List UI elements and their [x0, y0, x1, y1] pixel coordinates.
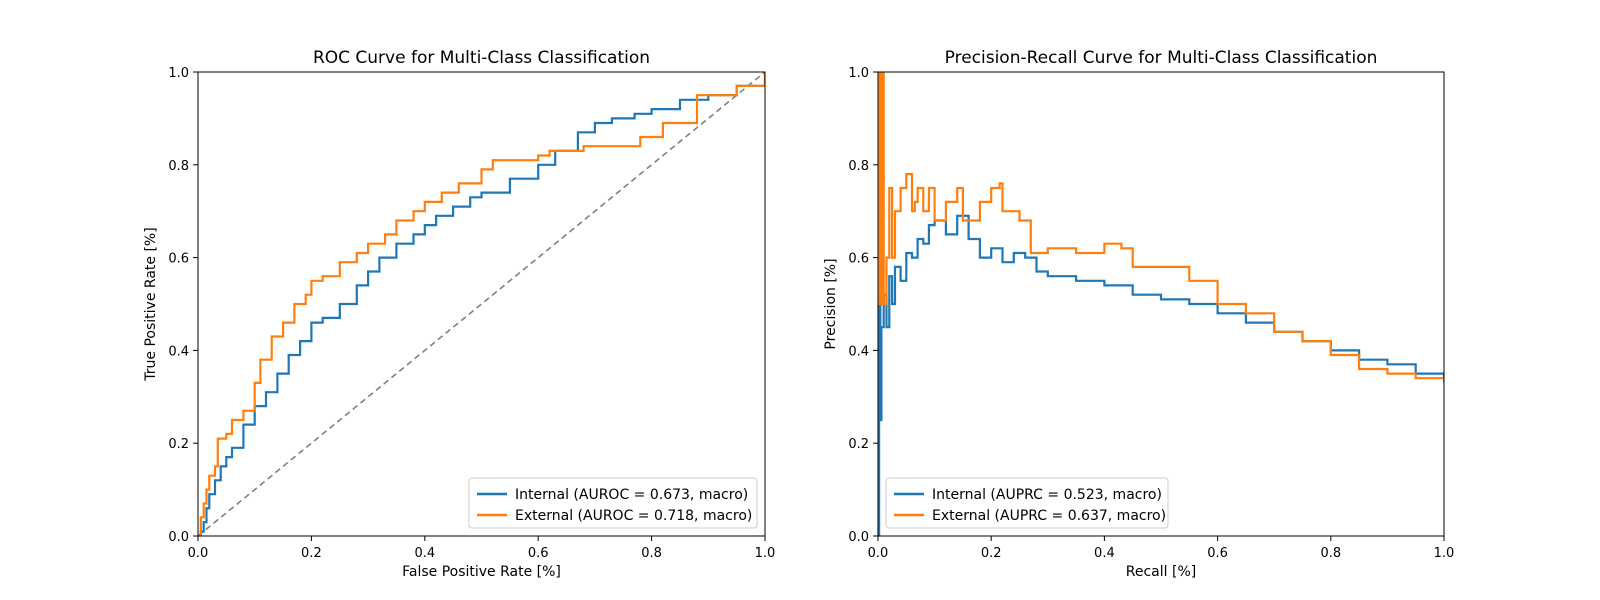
pr-x-tick-label: 0.8	[1320, 546, 1341, 561]
roc-x-axis-label: False Positive Rate [%]	[402, 564, 561, 580]
roc-legend-label-1: External (AUROC = 0.718, macro)	[515, 508, 752, 524]
pr-y-axis-label: Precision [%]	[823, 258, 839, 349]
roc-y-tick-label: 0.6	[168, 252, 189, 267]
pr-legend: Internal (AUPRC = 0.523, macro) External …	[885, 477, 1169, 529]
roc-chance-line	[197, 71, 766, 537]
roc-x-tick-label: 0.8	[641, 546, 662, 561]
roc-x-tick-label: 0.0	[188, 546, 209, 561]
pr-y-tick-label: 0.6	[848, 252, 869, 267]
roc-y-tick-label: 0.2	[168, 437, 189, 452]
roc-y-tick-label: 0.4	[168, 344, 189, 359]
roc-x-tick-label: 1.0	[755, 546, 776, 561]
roc-series-line-0	[198, 72, 765, 536]
pr-y-tick-label: 0.0	[848, 530, 869, 545]
roc-x-tick-label: 0.4	[414, 546, 435, 561]
roc-series-line-1	[198, 72, 765, 536]
pr-x-tick-label: 1.0	[1434, 546, 1455, 561]
pr-y-tick-label: 0.4	[848, 344, 869, 359]
pr-chart-panel: Precision-Recall Curve for Multi-Class C…	[823, 48, 1454, 580]
roc-x-tick-label: 0.6	[528, 546, 549, 561]
pr-x-axis-label: Recall [%]	[1126, 564, 1196, 580]
roc-plot-frame	[197, 71, 766, 537]
pr-x-tick-label: 0.0	[868, 546, 889, 561]
pr-y-tick-label: 0.8	[848, 159, 869, 174]
roc-chart-title: ROC Curve for Multi-Class Classification	[313, 48, 650, 68]
pr-y-tick-label: 1.0	[848, 66, 869, 81]
roc-x-tick-label: 0.2	[301, 546, 322, 561]
pr-plot-frame	[877, 71, 1445, 537]
pr-legend-label-1: External (AUPRC = 0.637, macro)	[932, 508, 1166, 524]
roc-chart-panel: ROC Curve for Multi-Class Classification…	[143, 48, 775, 580]
pr-legend-box	[885, 477, 1169, 529]
roc-y-tick-label: 0.8	[168, 159, 189, 174]
pr-y-tick-label: 0.2	[848, 437, 869, 452]
pr-legend-label-0: Internal (AUPRC = 0.523, macro)	[932, 487, 1162, 503]
pr-x-tick-label: 0.4	[1094, 546, 1115, 561]
roc-legend-label-0: Internal (AUROC = 0.673, macro)	[515, 487, 748, 503]
pr-series-line-1	[878, 72, 1444, 383]
pr-chart-title: Precision-Recall Curve for Multi-Class C…	[945, 48, 1378, 68]
roc-y-axis-label: True Positive Rate [%]	[143, 227, 159, 381]
roc-y-tick-label: 0.0	[168, 530, 189, 545]
pr-x-tick-label: 0.2	[981, 546, 1002, 561]
roc-legend-box	[468, 477, 758, 529]
roc-legend: Internal (AUROC = 0.673, macro) External …	[468, 477, 758, 529]
pr-x-tick-label: 0.6	[1207, 546, 1228, 561]
roc-y-tick-label: 1.0	[168, 66, 189, 81]
